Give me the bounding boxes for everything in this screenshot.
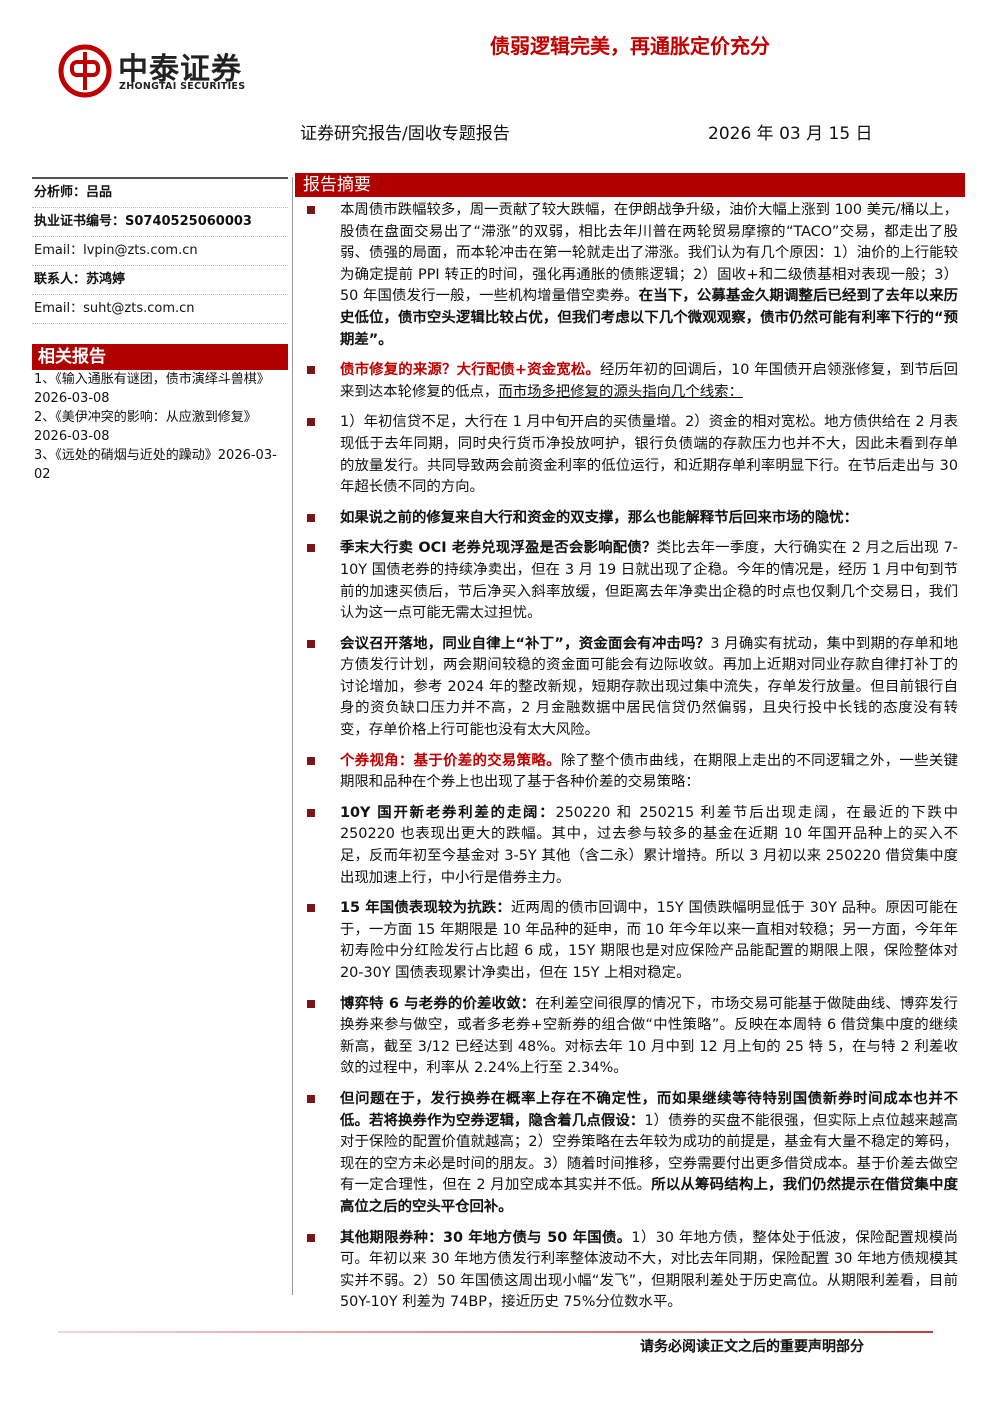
contact-value: suht@zts.com.cn [83, 301, 195, 316]
related-report: 3、《远处的硝烟与近处的躁动》2026-03-02 [34, 448, 277, 482]
summary-item: 个券视角：基于价差的交易策略。除了整个债市曲线，在期限上走出的不同逻辑之外，一些… [303, 751, 958, 794]
text-run: 250220 和 250215 利差节后出现走阔，在最近的下跌中 250220 … [340, 804, 958, 886]
bullet [307, 808, 315, 817]
text-run: 所以从筹码结构上，我们仍然提示在借贷集中度高位之后的空头平仓回补。 [340, 1177, 958, 1215]
footer-notice: 请务必阅读正文之后的重要声明部分 [640, 1339, 864, 1355]
summary-item: 1）年初信贷不足，大行在 1 月中旬开启的买债量增。2）资金的相对宽松。地方债供… [303, 412, 958, 498]
contact-value: 吕品 [86, 185, 113, 200]
bullet [307, 544, 315, 553]
text-run: 15 年国债表现较为抗跌： [340, 900, 511, 917]
bullet [307, 366, 315, 375]
contact-label: 联系人： [34, 272, 87, 287]
contact-label: 执业证书编号： [34, 214, 126, 229]
bullet [307, 206, 315, 214]
summary-item: 但问题在于，发行换券在概率上存在不确定性，而如果继续等待特别国债新券时间成本也并… [303, 1089, 958, 1219]
text-run: 近两周的债市回调中，15Y 国债跌幅明显低于 30Y 品种。原因可能在于，一方面… [340, 900, 958, 981]
text-run: 个券视角：基于价差的交易策略。 [340, 752, 561, 769]
contact-value: 苏鸿婷 [86, 272, 126, 287]
related-list: 1、《输入通胀有谜团，债市演绎斗兽棋》2026-03-08 2、《美伊冲突的影响：… [32, 370, 288, 484]
divider [292, 177, 293, 1295]
contact: Email：lvpin@zts.com.cn [32, 237, 288, 266]
contact-value: lvpin@zts.com.cn [83, 243, 198, 258]
contact-value: S0740525060003 [125, 214, 252, 229]
sidebar: 分析师：吕品 执业证书编号：S0740525060003 Email：lvpin@z… [32, 177, 288, 484]
report-date: 2026 年 03 月 15 日 [708, 124, 873, 144]
summary-item: 15 年国债表现较为抗跌：近两周的债市回调中，15Y 国债跌幅明显低于 30Y … [303, 898, 958, 984]
report-title: 债弱逻辑完美，再通胀定价充分 [490, 34, 770, 58]
text-run: 除了整个债市曲线，在期限上走出的不同逻辑之外，一些关键期限和品种在个券上也出现了… [340, 752, 958, 791]
bullet [307, 904, 315, 913]
summary-item: 博弈特 6 与老券的价差收敛：在利差空间很厚的情况下，市场交易可能基于做陡曲线、… [303, 994, 958, 1080]
text-run: 会议召开落地，同业自律上“补丁”，资金面会有冲击吗？ [340, 635, 711, 652]
logo-mark [58, 44, 112, 98]
text-run: 季末大行卖 OCI 老券兑现浮盈是否会影响配债？ [340, 540, 657, 557]
report-type: 证券研究报告/固收专题报告 [300, 124, 510, 144]
contact: 联系人：苏鸿婷 [32, 266, 288, 295]
text-run: 债市修复的来源？大行配债+资金宽松。 [340, 362, 600, 379]
summary-item: 季末大行卖 OCI 老券兑现浮盈是否会影响配债？类比去年一季度，大行确实在 2 … [303, 538, 958, 624]
text-run: 3 月确实有扰动，集中到期的存单和地方债发行计划，两会期间较稳的资金面可能会有边… [340, 635, 958, 739]
bullet [307, 1094, 315, 1103]
contact: 分析师：吕品 [32, 179, 288, 208]
text-run: 经历年初的回调后，10 年国债开启领涨修复，到节后回来到达本轮修复的低点， [340, 362, 959, 400]
bullet [307, 418, 315, 427]
text-run: 1）年初信贷不足，大行在 1 月中旬开启的买债量增。2）资金的相对宽松。地方债供… [340, 414, 958, 496]
text-run: 如果说之前的修复来自大行和资金的双支撑，那么也能解释节后回来市场的隐忧： [340, 509, 859, 526]
contact: 执业证书编号：S0740525060003 [32, 208, 288, 237]
related-title: 相关报告 [32, 344, 288, 370]
summary-item: 债市修复的来源？大行配债+资金宽松。经历年初的回调后，10 年国债开启领涨修复，… [303, 360, 958, 403]
text-run: 但问题在于，发行换券在概率上存在不确定性，而如果继续等待特别国债新券时间成本也并… [340, 1090, 958, 1129]
footer-line [58, 1331, 933, 1333]
contacts: 分析师：吕品 执业证书编号：S0740525060003 Email：lvpin@z… [32, 179, 288, 324]
text-run: 10Y 国开新老券利差的走阔： [340, 804, 556, 821]
text-run: 在当下，公募基金久期调整后已经到了去年以来历史低位，债市空头逻辑比较占优，但我们… [340, 288, 958, 348]
text-run: 1）债券的买盘不能很强，但实际上点位越来越高对于保险的配置价值就越高；2）空券策… [340, 1112, 958, 1194]
summary-item: 其他期限券种：30 年地方债与 50 年国债。1）30 年地方债，整体处于低波，… [303, 1228, 958, 1314]
logo-subtext: ZHONGTAI SECURITIES [119, 81, 246, 92]
bullet [307, 999, 315, 1008]
summary-item: 会议召开落地，同业自律上“补丁”，资金面会有冲击吗？3 月确实有扰动，集中到期的… [303, 634, 958, 742]
summary-item: 如果说之前的修复来自大行和资金的双支撑，那么也能解释节后回来市场的隐忧： [303, 508, 958, 530]
section-title: 报告摘要 [295, 173, 965, 197]
contact-label: 分析师： [34, 185, 87, 200]
bullet [307, 756, 315, 765]
text-run: 而市场多把修复的源头指向几个线索： [498, 383, 743, 400]
contact-label: Email： [34, 301, 84, 316]
text-run: 博弈特 6 与老券的价差收敛： [340, 995, 536, 1012]
related-report: 2、《美伊冲突的影响：从应激到修复》2026-03-08 [34, 410, 257, 444]
text-run: 其他期限券种：30 年地方债与 50 年国债。 [340, 1229, 632, 1246]
summary-list: 本周债市跌幅较多，周一贡献了较大跌幅，在伊朗战争升级，油价大幅上涨到 100 美… [303, 200, 958, 1323]
text-run: 类比去年一季度，大行确实在 2 月之后出现 7-10Y 国债老券的持续净卖出，但… [340, 540, 959, 622]
contact: Email：suht@zts.com.cn [32, 295, 288, 324]
text-run: 在利差空间很厚的情况下，市场交易可能基于做陡曲线、博弈发行换券来参与做空，或者多… [340, 995, 958, 1077]
bullet [307, 639, 315, 648]
summary-item: 本周债市跌幅较多，周一贡献了较大跌幅，在伊朗战争升级，油价大幅上涨到 100 美… [303, 200, 958, 351]
summary-item: 10Y 国开新老券利差的走阔：250220 和 250215 利差节后出现走阔，… [303, 803, 958, 889]
contact-label: Email： [34, 243, 84, 258]
text-run: 本周债市跌幅较多，周一贡献了较大跌幅，在伊朗战争升级，油价大幅上涨到 100 美… [340, 202, 958, 305]
related-report: 1、《输入通胀有谜团，债市演绎斗兽棋》2026-03-08 [34, 372, 270, 406]
bullet [307, 1233, 315, 1242]
bullet [307, 513, 315, 522]
logo-text: 中泰证券 [118, 52, 242, 87]
text-run: 1）30 年地方债，整体处于低波，保险配置规模尚可。年初以来 30 年地方债发行… [340, 1229, 958, 1311]
